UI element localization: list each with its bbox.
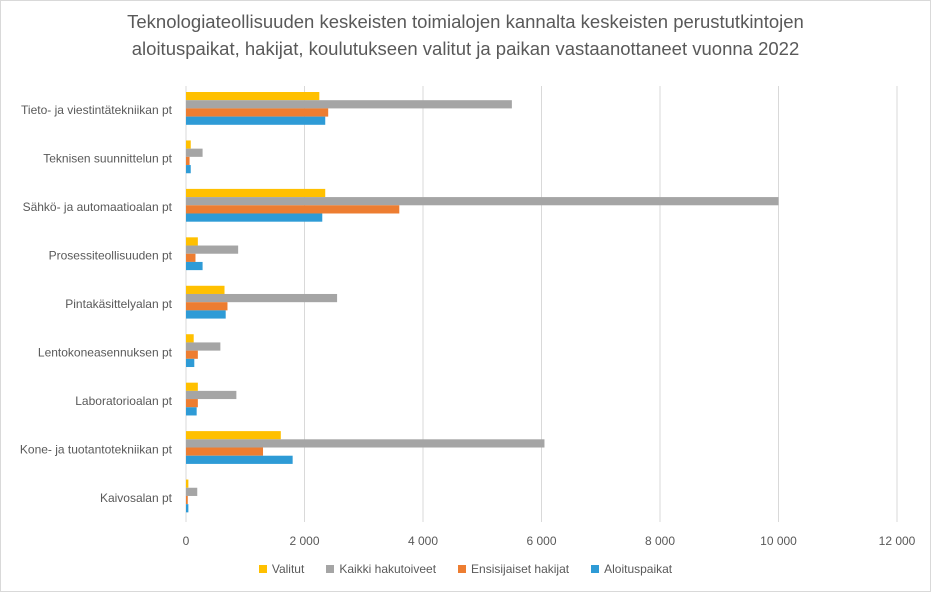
chart-title-line-1: Teknologiateollisuuden keskeisten toimia… (127, 11, 804, 32)
bar (186, 487, 198, 496)
x-tick-label: 10 000 (760, 534, 797, 548)
bar (186, 205, 400, 214)
legend-label: Ensisijaiset hakijat (471, 562, 570, 576)
x-tick-label: 2 000 (289, 534, 319, 548)
bar (186, 293, 338, 303)
bar (186, 350, 198, 359)
category-label: Tieto- ja viestintätekniikan pt (21, 103, 173, 117)
bar (186, 165, 191, 174)
category-label: Sähkö- ja automaatioalan pt (23, 200, 173, 214)
chart-title: Teknologiateollisuuden keskeisten toimia… (0, 8, 931, 62)
bar (186, 447, 264, 456)
bar (186, 439, 545, 448)
bar (186, 188, 326, 198)
bar (186, 455, 293, 464)
bar (186, 342, 221, 351)
legend-label: Valitut (271, 562, 305, 576)
bar (186, 108, 329, 117)
bar (186, 156, 190, 166)
bar (186, 504, 189, 513)
x-tick-label: 6 000 (526, 534, 556, 548)
legend-item: Valitut (258, 562, 305, 576)
bar (186, 407, 197, 416)
category-label: Lentokoneasennuksen pt (38, 345, 173, 359)
x-tick-label: 12 000 (879, 534, 916, 548)
x-tick-label: 8 000 (645, 534, 675, 548)
bar (186, 495, 188, 505)
bar (186, 237, 198, 246)
x-tick-label: 4 000 (408, 534, 438, 548)
legend-swatch (258, 565, 267, 573)
x-tick-label: 0 (183, 534, 190, 548)
legend-swatch (458, 565, 467, 573)
bar (186, 253, 196, 262)
category-label: Laboratorioalan pt (75, 394, 172, 408)
legend-swatch (326, 565, 335, 573)
bar (186, 358, 195, 368)
bar (186, 285, 225, 294)
chart-legend: Valitut Kaikki hakutoiveet Ensisijaiset ha… (0, 562, 931, 576)
legend-item: Kaikki hakutoiveet (326, 562, 436, 576)
bar (186, 431, 281, 440)
bar (186, 390, 237, 400)
bar (186, 245, 239, 254)
category-label: Kone- ja tuotantotekniikan pt (20, 442, 173, 456)
legend-item: Aloituspaikat (591, 562, 672, 576)
category-label: Pintakäsittelyalan pt (65, 297, 172, 311)
bar (186, 100, 512, 109)
bar (186, 197, 779, 206)
bar (186, 479, 189, 488)
legend-item: Ensisijaiset hakijat (458, 562, 569, 576)
bar (186, 140, 191, 149)
category-label: Kaivosalan pt (100, 491, 173, 505)
bar (186, 310, 226, 319)
bar (186, 382, 198, 391)
bar (186, 399, 198, 408)
chart-title-line-2: aloituspaikat, hakijat, koulutukseen val… (131, 38, 800, 59)
bar (186, 261, 203, 271)
bar (186, 334, 194, 343)
bar (186, 302, 228, 311)
legend-swatch (591, 565, 600, 573)
bar (186, 213, 323, 222)
category-label: Prosessiteollisuuden pt (49, 249, 173, 263)
bar (186, 116, 326, 125)
legend-label: Kaikki hakutoiveet (339, 562, 437, 576)
legend-label: Aloituspaikat (604, 562, 673, 576)
category-label: Teknisen suunnittelun pt (43, 152, 172, 166)
bar (186, 148, 203, 157)
bar (186, 92, 320, 101)
